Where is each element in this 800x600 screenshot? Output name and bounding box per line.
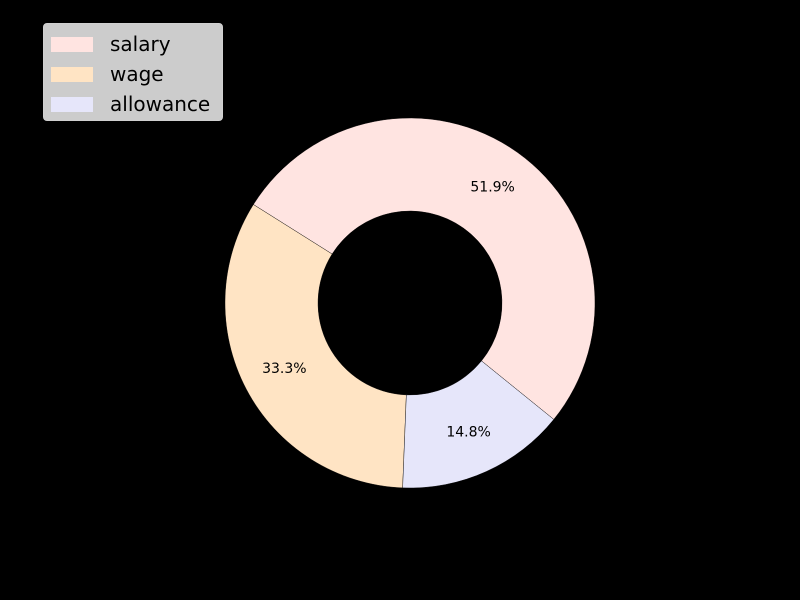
pct-label-salary: 51.9% xyxy=(470,180,514,196)
legend-item-salary: salary xyxy=(51,29,222,59)
legend: salary wage allowance xyxy=(43,23,223,121)
slice-wage xyxy=(224,204,407,489)
labels-layer: 51.9% 33.3% 14.8% xyxy=(262,180,515,441)
legend-item-wage: wage xyxy=(51,59,222,89)
slice-salary xyxy=(253,117,596,420)
legend-label-allowance: allowance xyxy=(110,92,211,116)
slices-layer xyxy=(224,117,596,489)
slice-allowance xyxy=(402,360,555,489)
legend-swatch-wage xyxy=(51,66,93,82)
legend-label-salary: salary xyxy=(110,32,171,56)
legend-swatch-allowance xyxy=(51,96,93,112)
legend-swatch-salary xyxy=(51,36,93,52)
pct-label-wage: 33.3% xyxy=(262,361,306,377)
legend-item-allowance: allowance xyxy=(51,89,222,119)
pct-label-allowance: 14.8% xyxy=(446,424,490,440)
legend-label-wage: wage xyxy=(110,62,164,86)
